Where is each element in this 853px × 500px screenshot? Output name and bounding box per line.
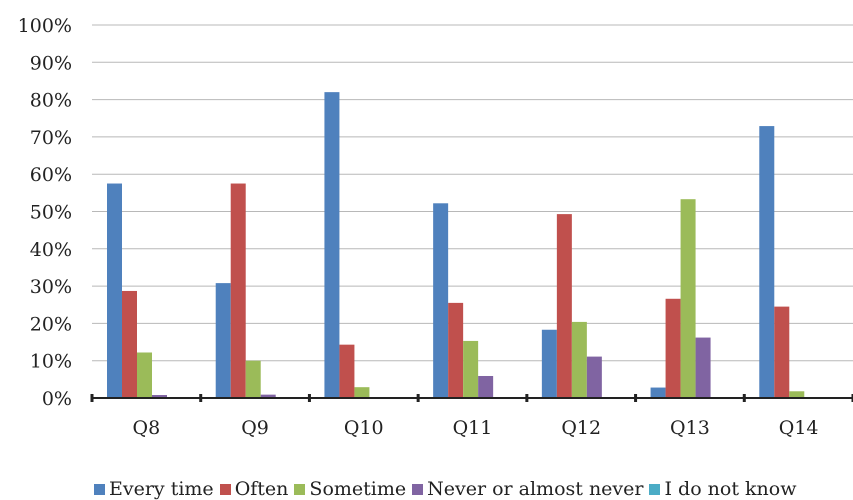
legend-label: Sometime bbox=[309, 478, 407, 500]
bar-never-or-almost-never-q12 bbox=[586, 356, 602, 398]
x-tick-label: Q8 bbox=[133, 417, 161, 439]
bar-often-q13 bbox=[665, 298, 681, 398]
y-tick-label: 30% bbox=[30, 276, 72, 298]
x-tick-label: Q9 bbox=[241, 417, 269, 439]
y-tick-label: 0% bbox=[42, 388, 72, 410]
legend-item: Often bbox=[219, 478, 289, 500]
gridlines bbox=[92, 24, 853, 362]
bar-every-time-q9 bbox=[215, 283, 231, 398]
bar-every-time-q8 bbox=[107, 183, 122, 398]
bar-sometime-q10 bbox=[354, 387, 370, 398]
y-tick-label: 70% bbox=[30, 127, 72, 149]
legend-label: Often bbox=[234, 478, 289, 500]
bar-sometime-q13 bbox=[680, 199, 696, 398]
bar-often-q14 bbox=[774, 306, 790, 398]
bar-every-time-q13 bbox=[650, 387, 666, 398]
x-tick-label: Q13 bbox=[670, 417, 710, 439]
bar-sometime-q14 bbox=[789, 391, 805, 398]
x-tick-label: Q10 bbox=[344, 417, 384, 439]
legend-label: Never or almost never bbox=[427, 478, 644, 500]
bar-sometime-q9 bbox=[245, 360, 261, 398]
legend-item: Every time bbox=[94, 478, 214, 500]
y-tick-label: 90% bbox=[30, 52, 72, 74]
y-tick-label: 100% bbox=[18, 15, 72, 37]
legend-item: Never or almost never bbox=[412, 478, 643, 500]
y-tick-label: 20% bbox=[30, 313, 72, 335]
x-tick-label: Q11 bbox=[453, 417, 493, 439]
bar-often-q12 bbox=[556, 214, 572, 398]
bar-never-or-almost-never-q9 bbox=[260, 394, 276, 398]
bar-never-or-almost-never-q8 bbox=[152, 395, 167, 398]
y-axis-tick-labels: 0% 10% 20% 30% 40% 50% 60% 70% 80% 90% 100% bbox=[18, 15, 72, 410]
legend-swatch bbox=[219, 483, 231, 495]
bars bbox=[107, 92, 805, 398]
bar-never-or-almost-never-q13 bbox=[695, 337, 711, 398]
bar-sometime-q12 bbox=[571, 321, 587, 398]
bar-often-q8 bbox=[122, 290, 137, 398]
bar-often-q10 bbox=[339, 344, 355, 398]
bar-every-time-q11 bbox=[433, 203, 449, 398]
y-tick-label: 60% bbox=[30, 164, 72, 186]
bar-sometime-q8 bbox=[137, 352, 152, 398]
x-axis bbox=[90, 394, 853, 402]
legend-swatch bbox=[649, 483, 661, 495]
legend-swatch bbox=[412, 483, 424, 495]
chart: 0% 10% 20% 30% 40% 50% 60% 70% 80% 90% 100% Q8 Q9 Q1… bbox=[18, 15, 853, 439]
legend-label: Every time bbox=[109, 478, 214, 500]
bar-never-or-almost-never-q11 bbox=[478, 375, 494, 398]
bar-sometime-q11 bbox=[463, 340, 479, 398]
legend-label: I do not know bbox=[664, 478, 797, 500]
legend-item: I do not know bbox=[649, 478, 796, 500]
legend-swatch bbox=[94, 483, 105, 495]
legend: Every time Often Sometime Never or almost n… bbox=[94, 478, 802, 500]
bar-every-time-q12 bbox=[541, 329, 557, 398]
legend-swatch bbox=[294, 483, 306, 495]
legend-item: Sometime bbox=[294, 478, 406, 500]
bar-often-q11 bbox=[448, 302, 464, 398]
x-tick-label: Q14 bbox=[779, 417, 819, 439]
y-tick-label: 10% bbox=[30, 351, 72, 373]
bar-often-q9 bbox=[230, 183, 246, 398]
x-axis-tick-labels: Q8 Q9 Q10 Q11 Q12 Q13 Q14 bbox=[133, 417, 819, 439]
y-tick-label: 80% bbox=[30, 90, 72, 112]
bar-every-time-q10 bbox=[324, 92, 340, 398]
y-tick-label: 50% bbox=[30, 202, 72, 224]
bar-every-time-q14 bbox=[759, 126, 775, 398]
x-tick-label: Q12 bbox=[561, 417, 601, 439]
y-tick-label: 40% bbox=[30, 239, 72, 261]
